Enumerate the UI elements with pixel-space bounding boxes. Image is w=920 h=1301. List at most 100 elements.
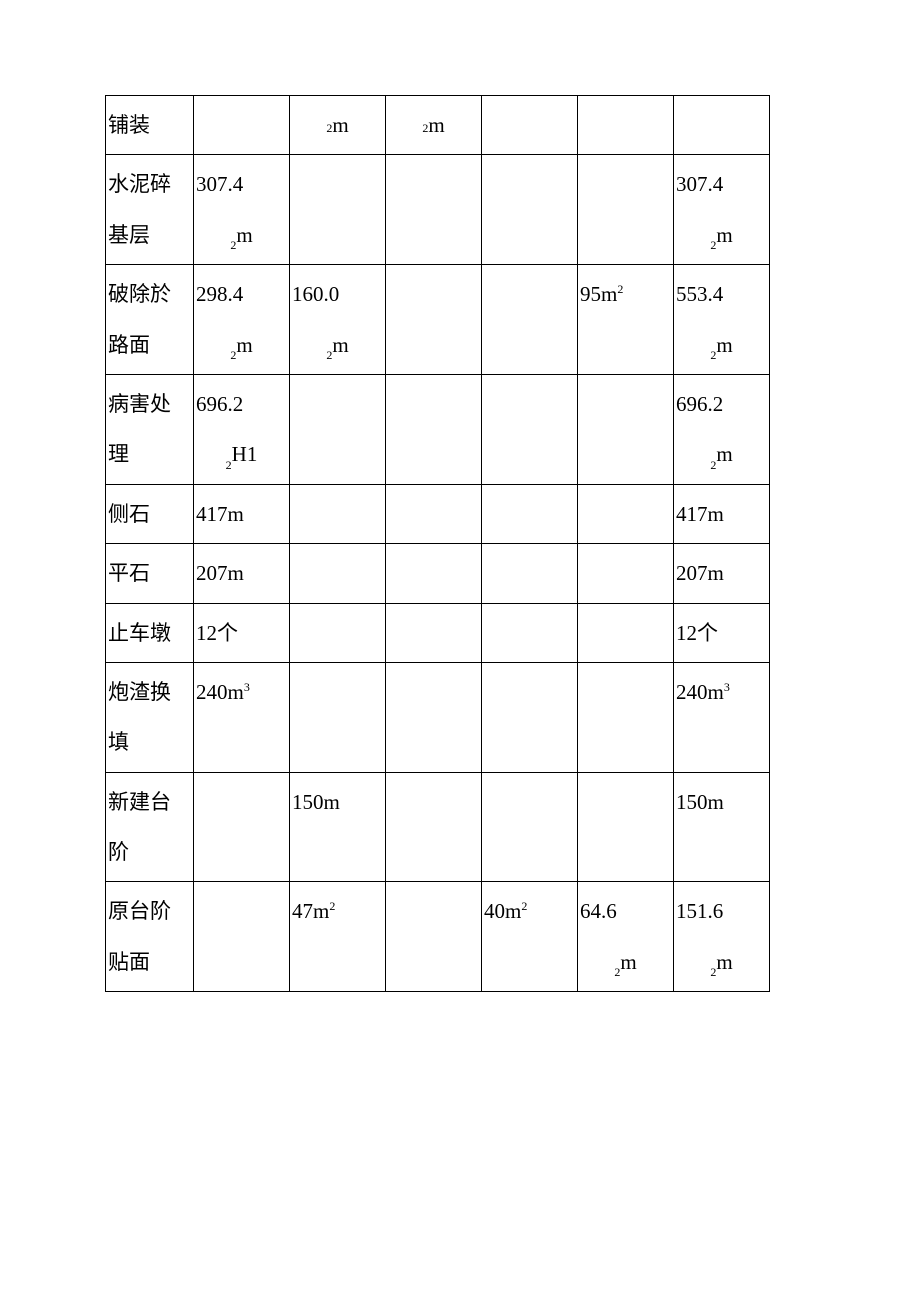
table-cell [482,96,578,155]
table-cell: 151.62m [674,882,770,992]
table-cell [290,374,386,484]
table-cell [386,265,482,375]
table-cell [578,484,674,543]
table-cell [578,374,674,484]
table-cell: 207m [674,544,770,603]
cell-unit: 2m [196,320,287,370]
row-label: 止车墩 [106,603,194,662]
table-cell: 553.42m [674,265,770,375]
table-cell [194,882,290,992]
table-cell [482,603,578,662]
table-cell [386,603,482,662]
row-label: 平石 [106,544,194,603]
table-row: 病害处理696.22H1696.22m [106,374,770,484]
row-label: 病害处理 [106,374,194,484]
cell-unit: 2m [676,210,767,260]
table-cell [290,603,386,662]
table-cell [290,544,386,603]
table-cell: 207m [194,544,290,603]
row-label: 新建台阶 [106,772,194,882]
row-label: 铺装 [106,96,194,155]
table-row: 侧石417m417m [106,484,770,543]
table-cell [482,374,578,484]
table-row: 平石207m207m [106,544,770,603]
table-cell [194,772,290,882]
cell-unit: 2m [676,937,767,987]
table-row: 破除於路面298.42m160.02m95m2553.42m [106,265,770,375]
table-row: 铺装 2m2m [106,96,770,155]
cell-unit: 2m [196,210,287,260]
table-cell: 2m [386,96,482,155]
table-cell: 696.22H1 [194,374,290,484]
cell-unit: 2m [292,320,383,370]
table-cell [194,96,290,155]
superscript: 2 [521,899,527,913]
table-cell [482,772,578,882]
table-cell [578,662,674,772]
table-cell: 240m3 [674,662,770,772]
table-cell [290,484,386,543]
table-cell [386,882,482,992]
cell-unit: 2m [580,937,671,987]
cell-main-value: 553.4 [676,269,767,319]
cell-main-value: 307.4 [676,159,767,209]
table-cell [386,484,482,543]
table-row: 水泥碎基层307.42m307.42m [106,155,770,265]
cell-main-value: 298.4 [196,269,287,319]
row-label: 水泥碎基层 [106,155,194,265]
table-cell: 298.42m [194,265,290,375]
table-row: 炮渣换填240m3240m3 [106,662,770,772]
table-cell: 307.42m [194,155,290,265]
data-table: 铺装2m2m水泥碎基层307.42m307.42m破除於路面298.42m160… [105,95,770,992]
row-label: 原台阶贴面 [106,882,194,992]
table-cell: 240m3 [194,662,290,772]
cell-main-value: 307.4 [196,159,287,209]
table-cell [482,544,578,603]
table-cell: 417m [674,484,770,543]
table-cell [290,155,386,265]
cell-unit: 2m [676,320,767,370]
table-cell [290,662,386,772]
superscript: 3 [724,680,730,694]
table-cell: 12个 [674,603,770,662]
cell-main-value: 696.2 [196,379,287,429]
table-cell [674,96,770,155]
table-cell: 417m [194,484,290,543]
table-cell: 2m [290,96,386,155]
table-cell [482,265,578,375]
table-body: 铺装2m2m水泥碎基层307.42m307.42m破除於路面298.42m160… [106,96,770,992]
table-cell [482,662,578,772]
table-row: 原台阶贴面 47m2 40m264.62m151.62m [106,882,770,992]
cell-main-value: 696.2 [676,379,767,429]
table-cell: 47m2 [290,882,386,992]
cell-main-value: 151.6 [676,886,767,936]
superscript: 3 [244,680,250,694]
superscript: 2 [329,899,335,913]
table-cell: 40m2 [482,882,578,992]
table-cell [578,772,674,882]
row-label: 侧石 [106,484,194,543]
table-cell [578,544,674,603]
cell-unit: 2H1 [196,429,287,479]
table-cell [386,662,482,772]
superscript: 2 [617,282,623,296]
table-cell [386,772,482,882]
table-cell: 696.22m [674,374,770,484]
table-cell [482,155,578,265]
cell-unit: 2m [676,429,767,479]
table-cell: 12个 [194,603,290,662]
table-cell [578,96,674,155]
table-cell: 150m [290,772,386,882]
table-cell [386,544,482,603]
table-cell: 160.02m [290,265,386,375]
table-cell: 150m [674,772,770,882]
table-cell [386,374,482,484]
table-row: 新建台阶 150m 150m [106,772,770,882]
table-cell [578,603,674,662]
table-cell: 95m2 [578,265,674,375]
row-label: 炮渣换填 [106,662,194,772]
cell-main-value: 64.6 [580,886,671,936]
table-cell [482,484,578,543]
row-label: 破除於路面 [106,265,194,375]
cell-main-value: 160.0 [292,269,383,319]
